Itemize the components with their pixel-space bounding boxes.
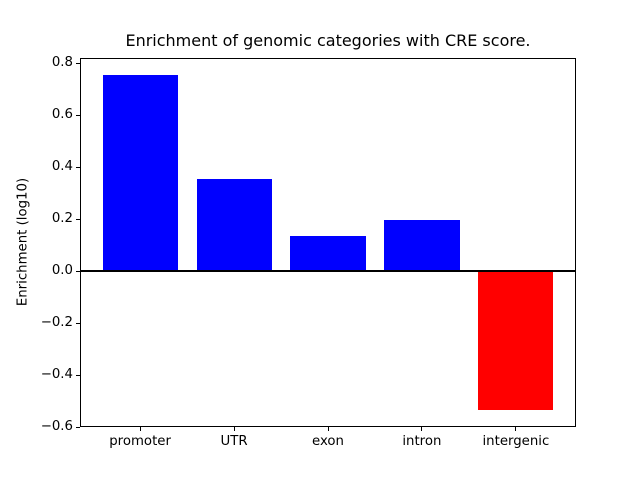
x-tick-mark-UTR bbox=[233, 427, 235, 431]
y-tick-label-0.4: 0.4 bbox=[51, 159, 73, 175]
x-tick-label-exon: exon bbox=[312, 434, 344, 449]
y-tick-label--0.6: −0.6 bbox=[40, 419, 73, 434]
bar-promoter bbox=[102, 74, 178, 272]
y-tick-label-0.0: 0.0 bbox=[51, 263, 73, 279]
bar-UTR bbox=[196, 178, 272, 272]
bar-intergenic bbox=[478, 271, 554, 411]
y-tick-label--0.4: −0.4 bbox=[40, 367, 73, 382]
y-tick-mark--0.4 bbox=[76, 374, 80, 376]
y-tick-mark--0.6 bbox=[76, 426, 80, 428]
y-tick-mark-0.6 bbox=[76, 114, 80, 116]
y-tick-mark-0.0 bbox=[76, 270, 80, 272]
x-tick-mark-intron bbox=[421, 427, 423, 431]
x-tick-label-intron: intron bbox=[402, 434, 442, 449]
x-tick-mark-intergenic bbox=[515, 427, 517, 431]
x-tick-label-promoter: promoter bbox=[109, 434, 171, 449]
x-tick-mark-exon bbox=[327, 427, 329, 431]
y-axis-label: Enrichment (log10) bbox=[15, 177, 31, 307]
x-tick-label-intergenic: intergenic bbox=[482, 434, 550, 449]
y-tick-label-0.8: 0.8 bbox=[51, 55, 73, 71]
y-tick-label-0.2: 0.2 bbox=[51, 211, 73, 227]
bar-exon bbox=[290, 236, 366, 272]
bar-intron bbox=[384, 220, 460, 272]
y-tick-mark--0.2 bbox=[76, 322, 80, 324]
y-tick-mark-0.8 bbox=[76, 62, 80, 64]
y-tick-label--0.2: −0.2 bbox=[40, 315, 73, 331]
x-tick-label-UTR: UTR bbox=[220, 434, 248, 449]
x-tick-mark-promoter bbox=[139, 427, 141, 431]
chart-title: Enrichment of genomic categories with CR… bbox=[125, 31, 531, 50]
y-tick-label-0.6: 0.6 bbox=[51, 107, 73, 123]
zero-line bbox=[80, 270, 576, 273]
y-tick-mark-0.2 bbox=[76, 218, 80, 220]
y-tick-mark-0.4 bbox=[76, 166, 80, 168]
